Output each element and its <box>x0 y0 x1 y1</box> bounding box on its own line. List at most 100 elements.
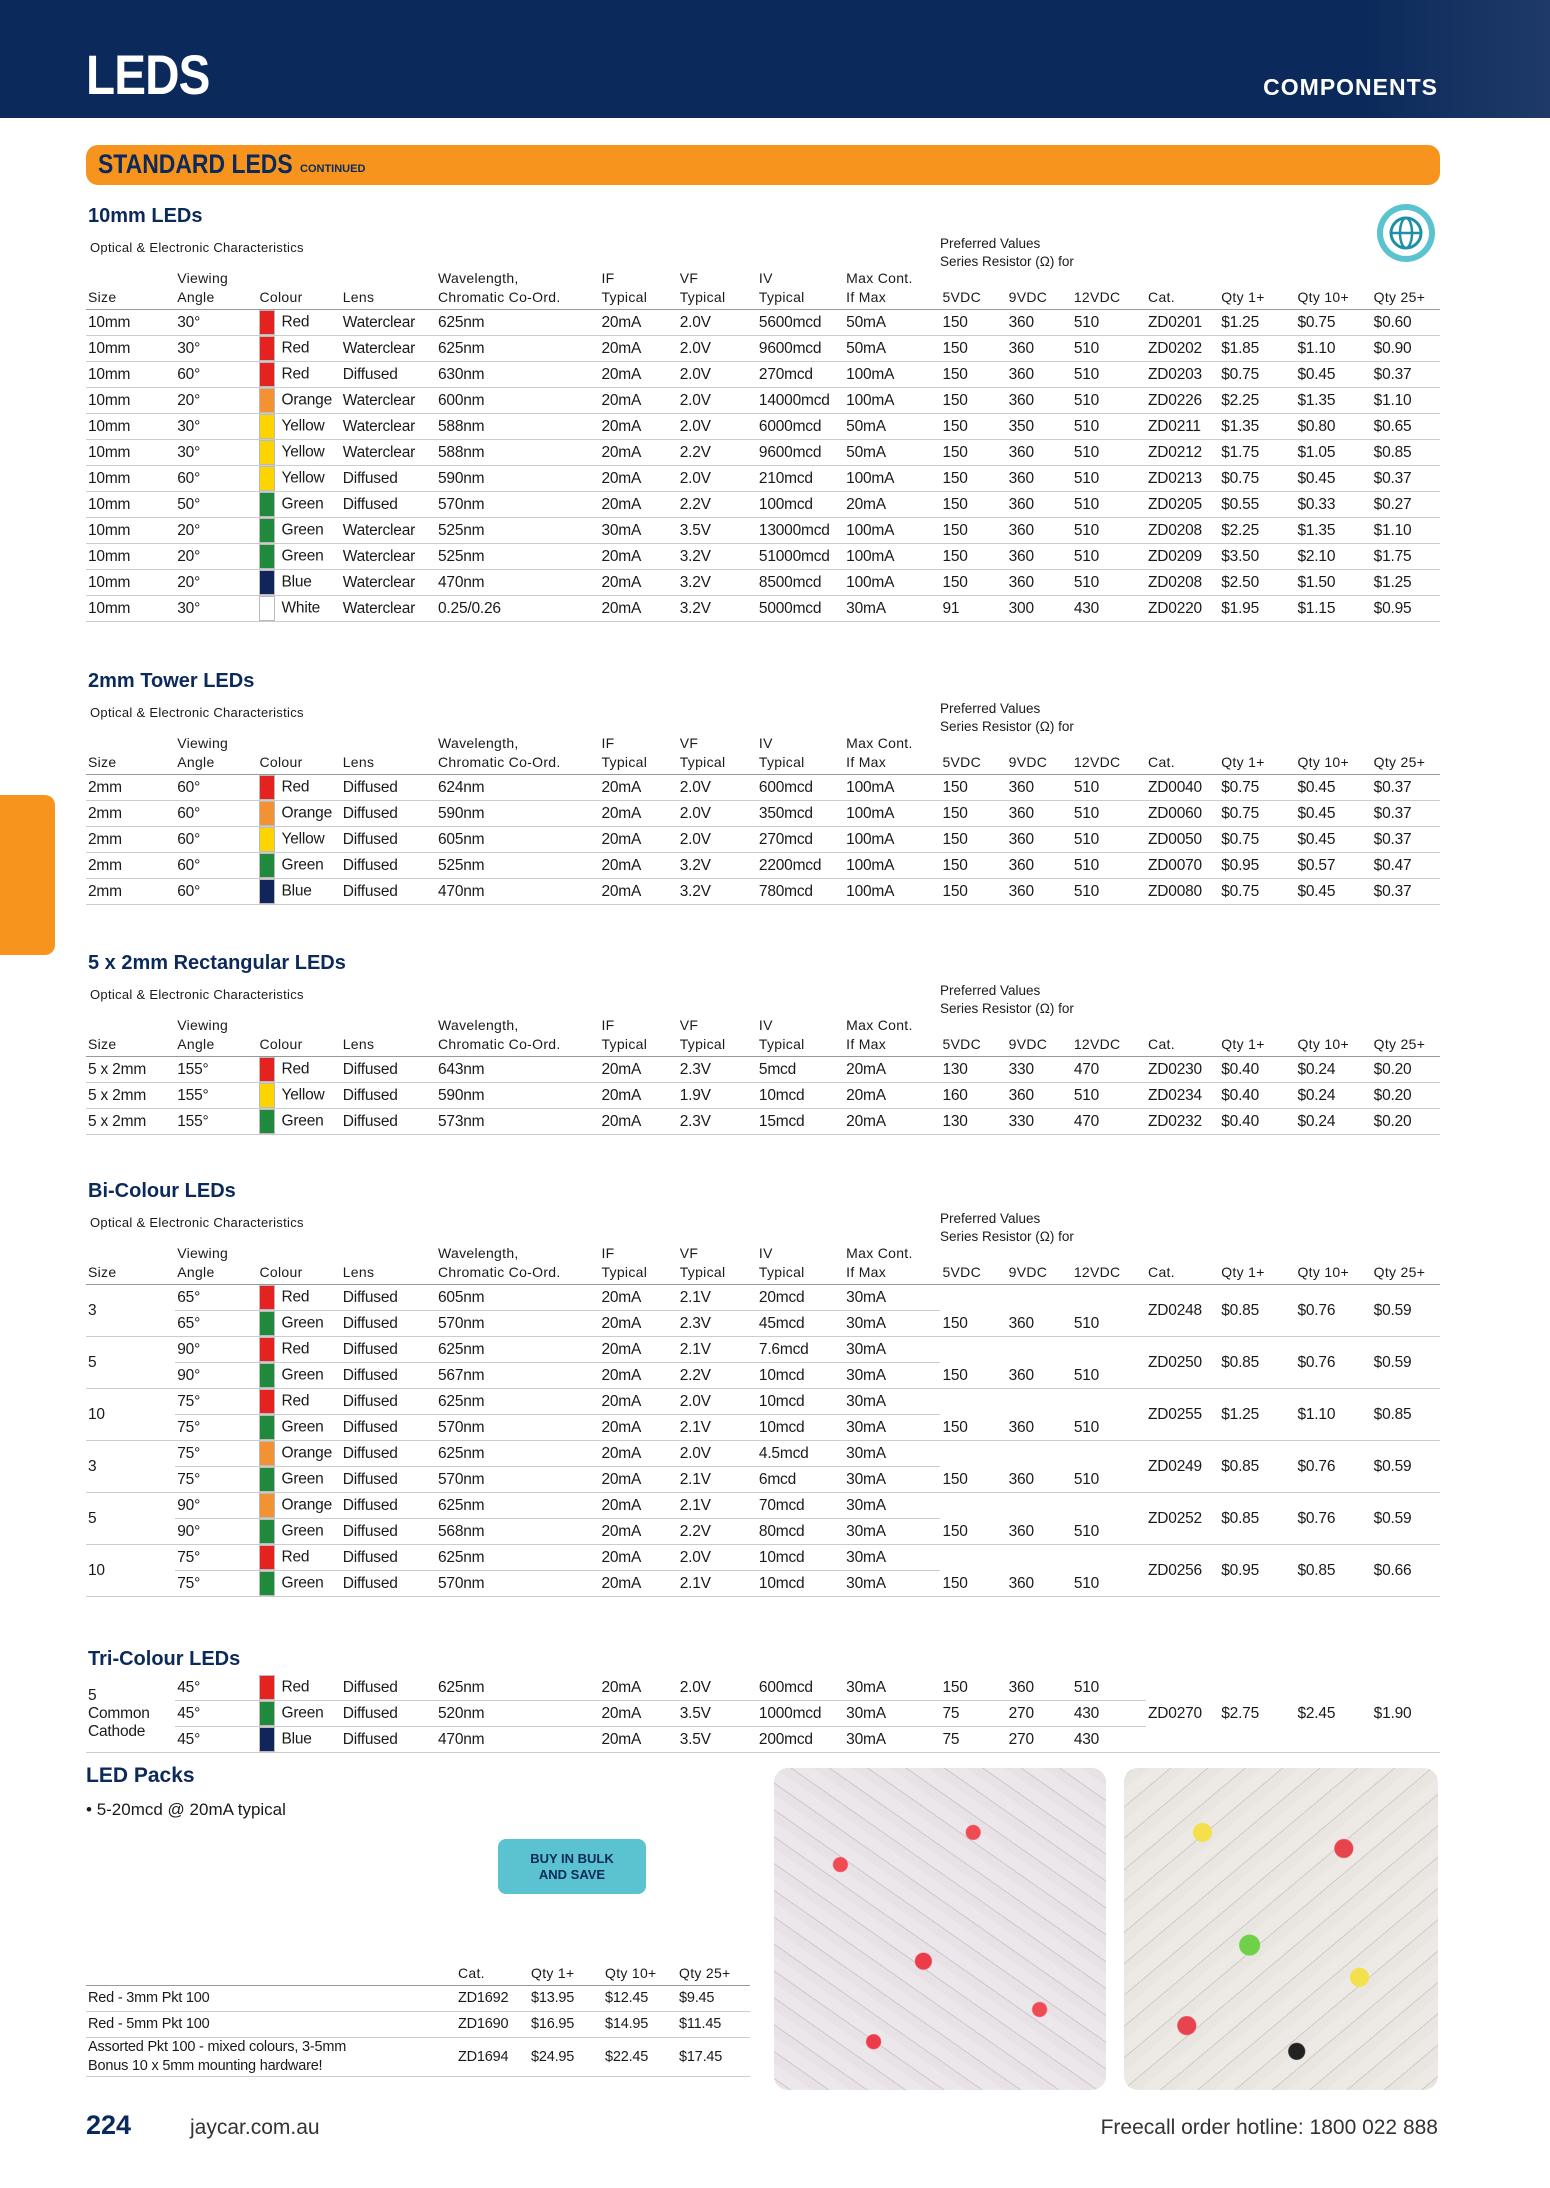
cell: 2.3V <box>677 1108 757 1135</box>
row: 10mm 60° Red Diffused 630nm 20mA 2.0V 270mcd 100… <box>86 361 1440 388</box>
cell: $1.35 <box>1295 387 1372 414</box>
cell: $0.85 <box>1371 439 1440 466</box>
cell: 20mA <box>599 800 678 827</box>
photo <box>774 1768 1106 2090</box>
cell: $0.57 <box>1295 852 1372 879</box>
cell: 150 <box>940 569 1007 596</box>
column-header: Qty 25+ <box>677 1964 750 1986</box>
cell: 30mA <box>844 1310 941 1337</box>
cell: 155° <box>175 1056 258 1083</box>
cell: 65° <box>175 1284 258 1311</box>
cell: Waterclear <box>340 413 436 440</box>
cell: 150 <box>940 1466 1007 1493</box>
cell: 90° <box>175 1518 258 1545</box>
cell <box>1007 1389 1072 1415</box>
spec-table: Size Viewing Angle Colour Lens Wavelength, C… <box>86 1244 1440 1597</box>
column-header: Qty 25+ <box>1371 269 1440 310</box>
cell: 75 <box>940 1726 1007 1753</box>
cell: 520nm <box>436 1700 600 1727</box>
cell: Yellow <box>257 826 341 853</box>
cell: ZD0213 <box>1146 465 1220 492</box>
cell: 2.1V <box>677 1336 757 1363</box>
cell <box>1072 1389 1146 1415</box>
column-header: Wavelength, Chromatic Co-Ord. <box>436 1016 600 1057</box>
cell: 130 <box>940 1056 1007 1083</box>
cell: 20mA <box>599 878 678 905</box>
column-header: IF Typical <box>599 1016 678 1057</box>
cell: ZD0230 <box>1146 1056 1220 1083</box>
cell: 510 <box>1071 491 1147 518</box>
cell: 51000mcd <box>756 543 845 570</box>
cell: 9600mcd <box>756 439 845 466</box>
cell: 1.9V <box>677 1082 757 1109</box>
row: 65° Green Diffused 570nm 20mA 2.3V 45mcd 30mA 15… <box>86 1310 1440 1337</box>
cell: 100mA <box>844 826 941 853</box>
cell: ZD0211 <box>1146 413 1220 440</box>
cell: $0.37 <box>1371 361 1440 388</box>
cell: 510 <box>1071 1518 1147 1545</box>
cell: 568nm <box>436 1518 600 1545</box>
cell: $0.75 <box>1219 826 1296 853</box>
cell: 470nm <box>436 1726 600 1753</box>
colour-text: White <box>281 599 321 617</box>
cell: 5600mcd <box>756 309 845 336</box>
cell: 510 <box>1071 1082 1147 1109</box>
column-header: Colour <box>257 269 341 310</box>
cell: 360 <box>1006 826 1072 853</box>
cell: 2200mcd <box>756 852 845 879</box>
cell: $0.40 <box>1219 1108 1296 1135</box>
thead: Size Viewing Angle Colour Lens Wavelength, C… <box>86 269 1440 310</box>
cell: 20mA <box>599 1336 678 1363</box>
swatch <box>259 1389 276 1414</box>
row: 10mm 60° Yellow Diffused 590nm 20mA 2.0V 210mcd… <box>86 465 1440 492</box>
cell: 30mA <box>844 1726 941 1753</box>
cell: 20mA <box>599 1675 678 1701</box>
cell: Diffused <box>340 774 436 801</box>
cell: 430 <box>1071 1700 1147 1727</box>
cell: 590nm <box>436 800 600 827</box>
cell: 90° <box>175 1362 258 1389</box>
cell: 4.5mcd <box>756 1440 845 1467</box>
cell: Waterclear <box>340 569 436 596</box>
cell: 100mA <box>844 361 941 388</box>
cell: Diffused <box>340 1056 436 1083</box>
row: 2mm 60° Yellow Diffused 605nm 20mA 2.0V 270mcd 1… <box>86 826 1440 853</box>
column-header: Qty 10+ <box>1295 1016 1372 1057</box>
tbody: Red - 3mm Pkt 100 ZD1692 $13.95 $12.45 $9.45… <box>86 1985 750 2077</box>
column-header: Qty 25+ <box>1371 1016 1440 1057</box>
cell: 20° <box>175 517 258 544</box>
row: 10mm 30° Yellow Waterclear 588nm 20mA 2.0V 6000… <box>86 413 1440 440</box>
cell: Green <box>257 1518 341 1545</box>
cell: Diffused <box>340 1570 436 1597</box>
section-title: 5 x 2mm Rectangular LEDs <box>88 952 346 974</box>
swatch <box>259 570 276 595</box>
cell: 570nm <box>436 1310 600 1337</box>
cell: 3.2V <box>677 569 757 596</box>
cell: 360 <box>1006 1570 1072 1597</box>
thead: Size Viewing Angle Colour Lens Wavelength, C… <box>86 1244 1440 1285</box>
cell: 2.0V <box>677 361 757 388</box>
cell: 2.2V <box>677 491 757 518</box>
cell: $0.45 <box>1295 878 1372 905</box>
cell <box>1007 1441 1072 1467</box>
colour-text: Red <box>281 1060 310 1078</box>
cell: 625nm <box>436 1544 600 1571</box>
cell: 570nm <box>436 1570 600 1597</box>
cell: $3.50 <box>1219 543 1296 570</box>
header-row: Size Viewing Angle Colour Lens Wavelength, C… <box>86 269 1440 310</box>
column-header: Colour <box>257 1016 341 1057</box>
cell: Diffused <box>340 1518 436 1545</box>
cell: 360 <box>1006 361 1072 388</box>
cell: 510 <box>1071 1570 1147 1597</box>
cell: Orange <box>257 1440 341 1467</box>
column-header: Lens <box>340 1244 436 1285</box>
cell: $2.25 <box>1219 387 1296 414</box>
cell: 20mA <box>599 335 678 362</box>
colour-text: Green <box>281 1112 324 1130</box>
swatch <box>259 1493 276 1518</box>
cell: 60° <box>175 800 258 827</box>
cell: 330 <box>1006 1108 1072 1135</box>
cell: 360 <box>1006 335 1072 362</box>
colour-text: Green <box>281 1704 324 1722</box>
cell: 510 <box>1071 774 1147 801</box>
